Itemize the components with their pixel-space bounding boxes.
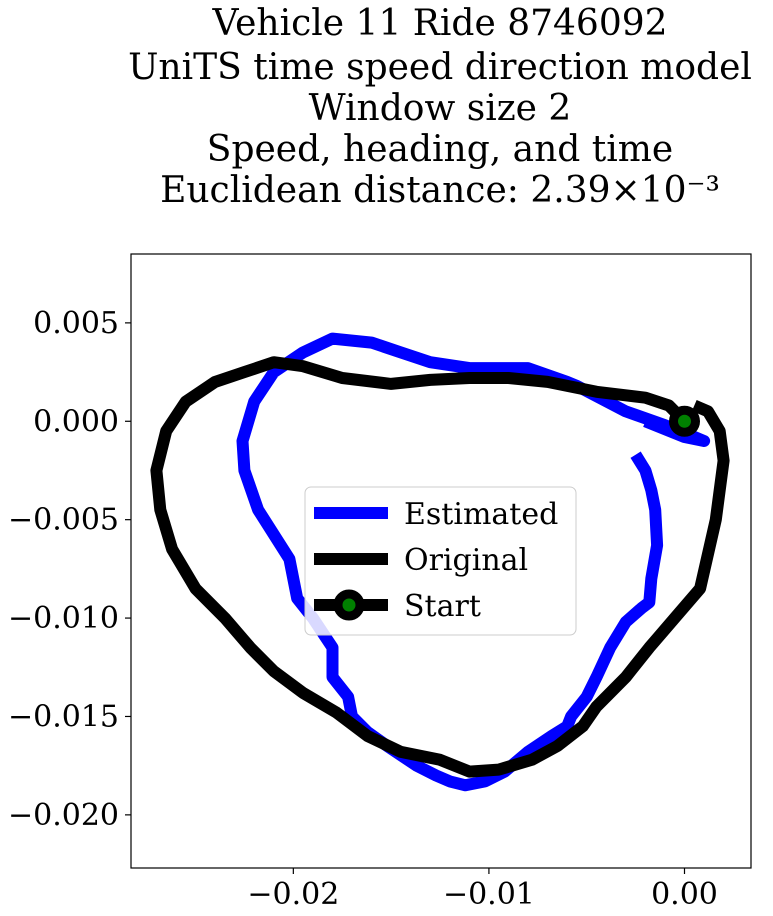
y-tick-label: 0.005	[33, 306, 119, 341]
legend-label-original: Original	[404, 543, 528, 578]
y-tick-label: 0.000	[33, 404, 119, 439]
y-tick-label: −0.010	[8, 601, 119, 636]
y-tick-label: −0.015	[8, 699, 119, 734]
title-line-2: UniTS time speed direction model	[128, 47, 752, 88]
x-tick-label: 0.00	[651, 877, 718, 912]
x-tick-label: −0.02	[247, 877, 339, 912]
title-line-5: Euclidean distance: 2.39×10⁻³	[160, 170, 720, 211]
legend-label-start: Start	[404, 589, 481, 624]
start-marker	[669, 405, 701, 437]
chart-title: Vehicle 11 Ride 8746092 UniTS time speed…	[128, 3, 752, 211]
legend-box	[304, 486, 577, 636]
y-tick-label: −0.005	[8, 503, 119, 538]
legend: Estimated Original Start	[304, 486, 577, 636]
series-line-original	[150, 356, 730, 778]
title-line-1: Vehicle 11 Ride 8746092	[211, 3, 667, 44]
y-tick-label: −0.020	[8, 798, 119, 833]
title-line-4: Speed, heading, and time	[207, 129, 673, 170]
title-line-3: Window size 2	[309, 88, 572, 129]
legend-label-estimated: Estimated	[404, 497, 558, 532]
legend-swatch-start-marker	[333, 589, 365, 621]
x-tick-label: −0.01	[443, 877, 535, 912]
series-line-estimated	[236, 332, 711, 792]
